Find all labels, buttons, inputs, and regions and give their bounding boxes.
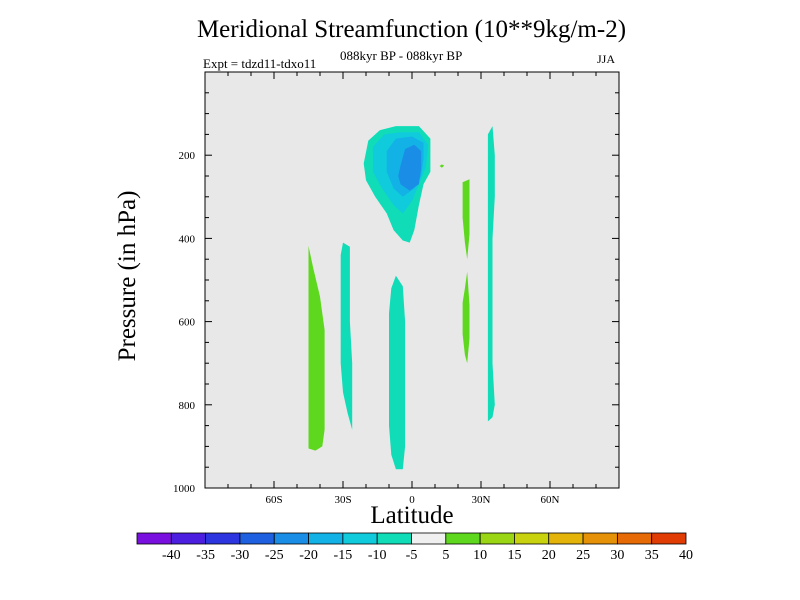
colorbar-swatch (582, 532, 618, 545)
x-tick-label: 60S (265, 494, 282, 506)
y-tick-label: 400 (179, 233, 196, 245)
colorbar-label: 25 (576, 548, 590, 563)
colorbar-label: -30 (231, 548, 250, 563)
colorbar-label: 15 (507, 548, 521, 563)
region-blue-core (398, 144, 422, 191)
colorbar-swatch (376, 532, 412, 545)
x-tick-label: 0 (409, 494, 415, 506)
colorbar-swatch (170, 532, 207, 545)
region-green-50s (308, 245, 325, 451)
region-cyan-eq-lower (389, 275, 406, 470)
colorbar-label: 10 (473, 548, 487, 563)
y-tick-label: 800 (179, 400, 196, 412)
colorbar-label: -15 (334, 548, 353, 563)
colorbar-swatch (548, 532, 584, 545)
region-green-20n-upper (462, 179, 470, 260)
y-tick-label: 1000 (173, 483, 196, 495)
colorbar-label: -35 (196, 548, 215, 563)
colorbar-swatch (514, 532, 550, 545)
colorbar-swatch (411, 532, 447, 545)
region-cyan-30n (487, 126, 495, 422)
colorbar-swatch (445, 532, 481, 545)
colorbar-label: 5 (442, 548, 449, 563)
chart-subtitle: 088kyr BP - 088kyr BP (340, 48, 463, 63)
colorbar-label: 30 (610, 548, 624, 563)
colorbar-swatch (342, 532, 378, 545)
colorbar-swatch (273, 532, 309, 545)
chart-title: Meridional Streamfunction (10**9kg/m-2) (196, 16, 627, 43)
colorbar-label: 40 (679, 548, 693, 563)
colorbar-label: -20 (299, 548, 318, 563)
colorbar-swatch (136, 532, 172, 545)
region-green-speck (439, 164, 445, 168)
colorbar-label: -5 (406, 548, 418, 563)
colorbar-label: -25 (265, 548, 284, 563)
colorbar-label: 35 (645, 548, 659, 563)
colorbar-swatch (616, 532, 653, 545)
colorbar-swatch (239, 532, 275, 545)
experiment-label: Expt = tdzd11-tdxo11 (203, 56, 317, 71)
x-tick-label: 60N (541, 494, 560, 506)
colorbar-label: -10 (368, 548, 387, 563)
y-tick-label: 200 (179, 150, 196, 162)
colorbar-swatch (479, 532, 515, 545)
season-label: JJA (597, 52, 616, 66)
region-green-20n-lower (462, 271, 470, 364)
y-tick-label: 600 (179, 317, 196, 329)
colorbar-swatch (651, 532, 687, 545)
x-tick-label: 30S (334, 494, 351, 506)
colorbar-label: 20 (542, 548, 556, 563)
colorbar-swatch (205, 532, 241, 545)
x-axis-label: Latitude (370, 502, 454, 529)
colorbar-swatch (308, 532, 344, 545)
region-cyan-30s (340, 242, 353, 430)
colorbar-label: -40 (162, 548, 181, 563)
x-tick-label: 30N (472, 494, 491, 506)
